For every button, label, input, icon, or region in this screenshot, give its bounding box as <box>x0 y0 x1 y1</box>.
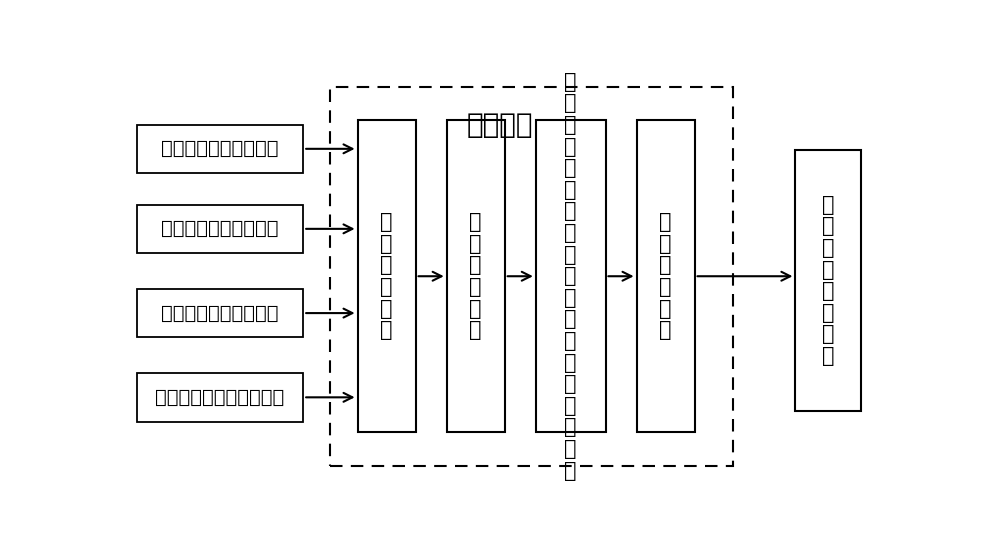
Bar <box>330 86 733 466</box>
Bar <box>137 373 303 422</box>
Bar <box>637 120 695 432</box>
Bar <box>137 205 303 253</box>
Bar <box>536 120 606 432</box>
Text: 砂轮电机转速检测电路: 砂轮电机转速检测电路 <box>161 304 279 323</box>
Bar <box>358 120 416 432</box>
Text: 步
进
电
机
驱
动
电
路: 步 进 电 机 驱 动 电 路 <box>822 195 835 366</box>
Text: 砂轮电机电压检测电路: 砂轮电机电压检测电路 <box>161 219 279 238</box>
Text: 砂轮电机电流检测电路: 砂轮电机电流检测电路 <box>161 139 279 158</box>
Bar <box>447 120 505 432</box>
Text: 电
机
控
制
模
块: 电 机 控 制 模 块 <box>659 212 672 340</box>
Text: 控制中心: 控制中心 <box>466 110 533 138</box>
Text: 基
于
人
工
神
经
网
络
的
砂
轮
磨
损
状
态
预
测
模
块: 基 于 人 工 神 经 网 络 的 砂 轮 磨 损 状 态 预 测 模 块 <box>564 72 577 481</box>
Bar <box>137 289 303 337</box>
Text: 信
号
采
集
模
块: 信 号 采 集 模 块 <box>380 212 393 340</box>
Text: 信
号
处
理
模
块: 信 号 处 理 模 块 <box>469 212 482 340</box>
Bar <box>795 150 861 411</box>
Text: 磨床工作台速度检测电路: 磨床工作台速度检测电路 <box>155 388 285 407</box>
Bar <box>137 125 303 173</box>
